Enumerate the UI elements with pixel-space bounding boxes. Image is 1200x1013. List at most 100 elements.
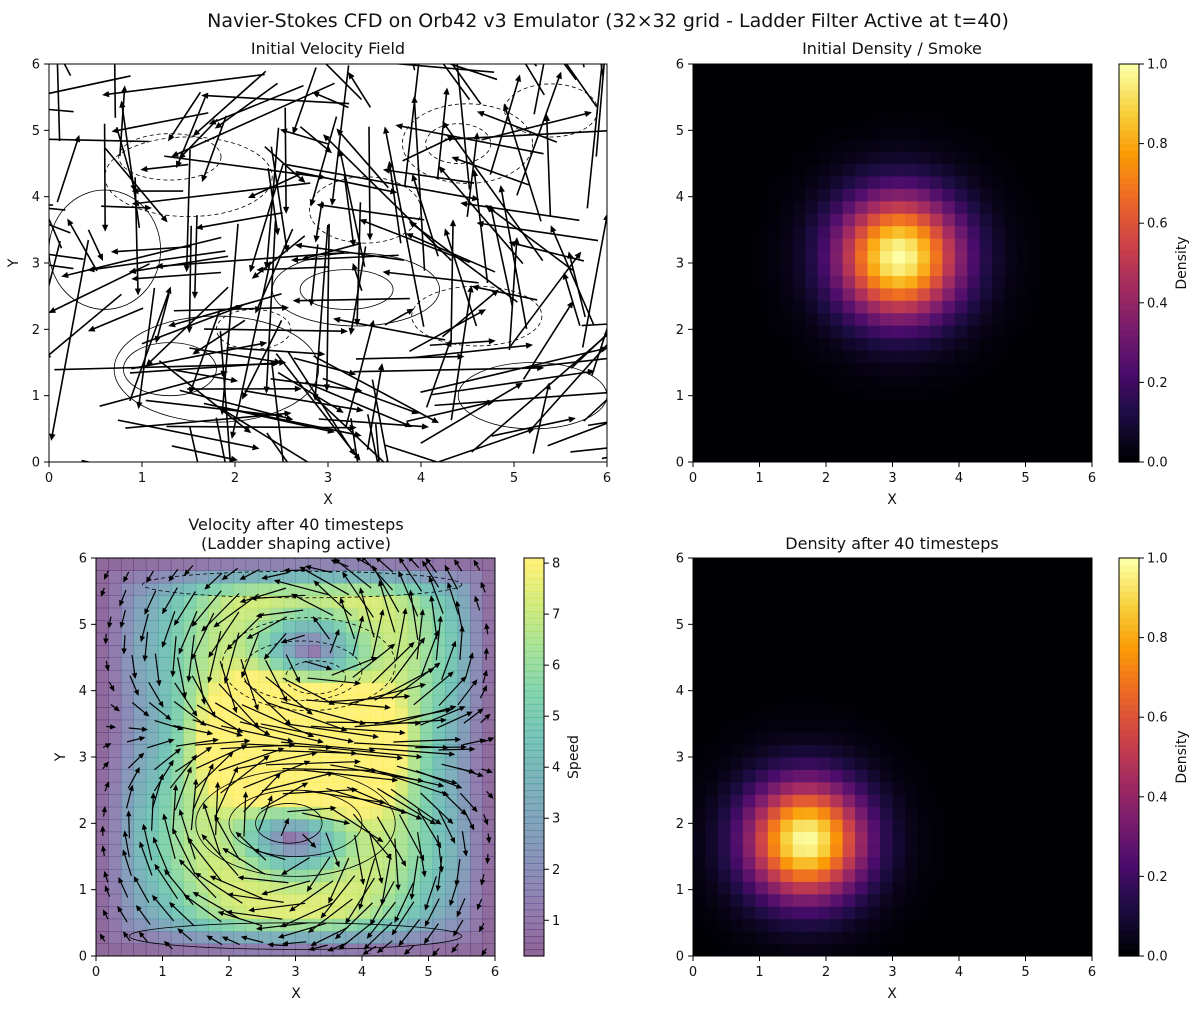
velocity-arrowhead <box>372 733 380 739</box>
density-cell <box>805 287 819 301</box>
density-cell <box>979 781 993 795</box>
speed-cell <box>307 943 321 956</box>
speed-cell <box>120 819 134 833</box>
colorbar-segment <box>524 843 544 851</box>
density-cell <box>1079 819 1093 833</box>
colorbar-segment <box>1119 664 1139 672</box>
density-cell <box>805 362 819 376</box>
density-cell <box>805 856 819 870</box>
velocity-arrowhead <box>194 872 202 879</box>
velocity-arrow <box>438 748 472 751</box>
density-cell <box>705 399 719 413</box>
velocity-arrow <box>313 926 349 945</box>
density-cell <box>742 806 756 820</box>
velocity-arrow <box>265 660 287 700</box>
velocity-arrow <box>229 911 283 920</box>
velocity-arrowhead <box>281 304 290 311</box>
velocity-arrow <box>244 390 360 411</box>
density-cell <box>992 806 1006 820</box>
speed-cell <box>445 632 459 646</box>
velocity-arrow <box>169 756 196 789</box>
density-cell <box>1029 844 1043 857</box>
density-cell <box>1079 669 1093 683</box>
density-cell <box>1054 769 1068 783</box>
density-cell <box>755 312 769 326</box>
velocity-arrowhead <box>0 135 1 141</box>
density-cell <box>842 200 856 214</box>
colorbar-segment <box>524 776 544 785</box>
colorbar-segment <box>1119 249 1139 257</box>
density-cell <box>805 881 819 895</box>
density-cell <box>992 424 1006 438</box>
speed-cell <box>470 943 484 956</box>
density-cell <box>742 64 756 77</box>
density-cell <box>904 76 918 90</box>
density-cell <box>742 931 756 945</box>
density-cell <box>792 437 806 451</box>
velocity-arrow <box>156 293 170 340</box>
density-cell <box>780 881 794 895</box>
velocity-arrow <box>270 378 359 392</box>
speed-cell <box>470 570 484 584</box>
density-cell <box>867 806 881 820</box>
speed-cell <box>208 657 222 671</box>
speed-cell <box>158 732 172 746</box>
speed-cell <box>233 632 247 646</box>
density-cell <box>830 163 844 177</box>
velocity-arrowhead <box>294 242 303 249</box>
density-cell <box>780 906 794 920</box>
colorbar-segment <box>1119 382 1139 390</box>
density-cell <box>780 399 794 413</box>
velocity-arrow <box>127 769 139 789</box>
velocity-arrowhead <box>173 619 180 626</box>
speed-cell <box>133 582 147 596</box>
density-cell <box>979 188 993 202</box>
velocity-arrowhead <box>294 385 302 392</box>
velocity-arrowhead <box>442 790 450 796</box>
density-cell <box>792 64 806 77</box>
density-cell <box>780 287 794 301</box>
density-cell <box>904 424 918 438</box>
panel-title-initial-velocity: Initial Velocity Field <box>251 39 405 58</box>
density-cell <box>705 437 719 451</box>
speed-cell <box>270 645 284 658</box>
speed-cell <box>432 769 446 783</box>
density-cell <box>992 362 1006 376</box>
speed-cell <box>133 558 147 571</box>
speed-cell <box>407 694 421 708</box>
density-cell <box>1054 88 1068 102</box>
density-cell <box>904 64 918 77</box>
density-cell <box>780 632 794 646</box>
density-cell <box>767 893 781 907</box>
velocity-arrow <box>354 834 364 882</box>
velocity-arrowhead <box>372 565 378 572</box>
density-cell <box>892 325 906 339</box>
velocity-arrowhead <box>384 704 391 710</box>
density-cell <box>954 399 968 413</box>
density-cell <box>767 337 781 351</box>
density-cell <box>1067 757 1081 770</box>
density-cell <box>954 831 968 845</box>
density-cell <box>1079 213 1093 227</box>
density-cell <box>942 449 956 463</box>
velocity-arrowhead <box>103 870 109 878</box>
velocity-arrowhead <box>485 837 492 844</box>
density-cell <box>855 844 869 857</box>
density-cell <box>693 263 706 276</box>
velocity-arrowhead <box>419 608 425 616</box>
density-cell <box>917 126 931 140</box>
density-cell <box>1079 287 1093 301</box>
velocity-arrowhead <box>402 607 408 615</box>
density-cell <box>904 213 918 227</box>
speed-cell <box>357 558 371 571</box>
density-cell <box>967 819 981 833</box>
velocity-arrow <box>473 173 489 284</box>
speed-cell <box>108 719 122 733</box>
density-cell <box>979 657 993 671</box>
density-cell <box>979 175 993 189</box>
velocity-arrowhead <box>267 942 274 948</box>
density-cell <box>880 412 893 426</box>
density-cell <box>1054 645 1068 658</box>
density-cell <box>1079 200 1093 214</box>
density-cell <box>880 806 893 820</box>
